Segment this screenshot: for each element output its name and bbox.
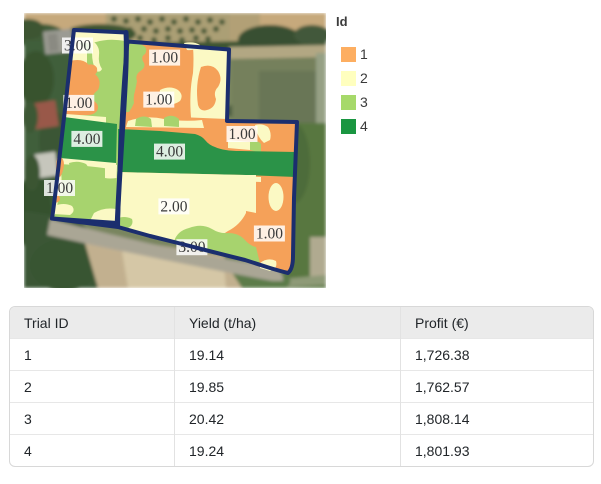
svg-text:1.00: 1.00 bbox=[256, 226, 283, 243]
svg-text:4.00: 4.00 bbox=[156, 144, 183, 161]
svg-text:1.00: 1.00 bbox=[65, 95, 92, 112]
svg-text:1.00: 1.00 bbox=[228, 126, 255, 143]
svg-text:2.00: 2.00 bbox=[160, 198, 187, 215]
svg-text:4.00: 4.00 bbox=[73, 131, 100, 148]
svg-text:1.00: 1.00 bbox=[151, 50, 178, 67]
svg-text:3.00: 3.00 bbox=[64, 38, 91, 55]
svg-text:1.00: 1.00 bbox=[46, 180, 73, 197]
svg-text:1.00: 1.00 bbox=[145, 92, 172, 109]
